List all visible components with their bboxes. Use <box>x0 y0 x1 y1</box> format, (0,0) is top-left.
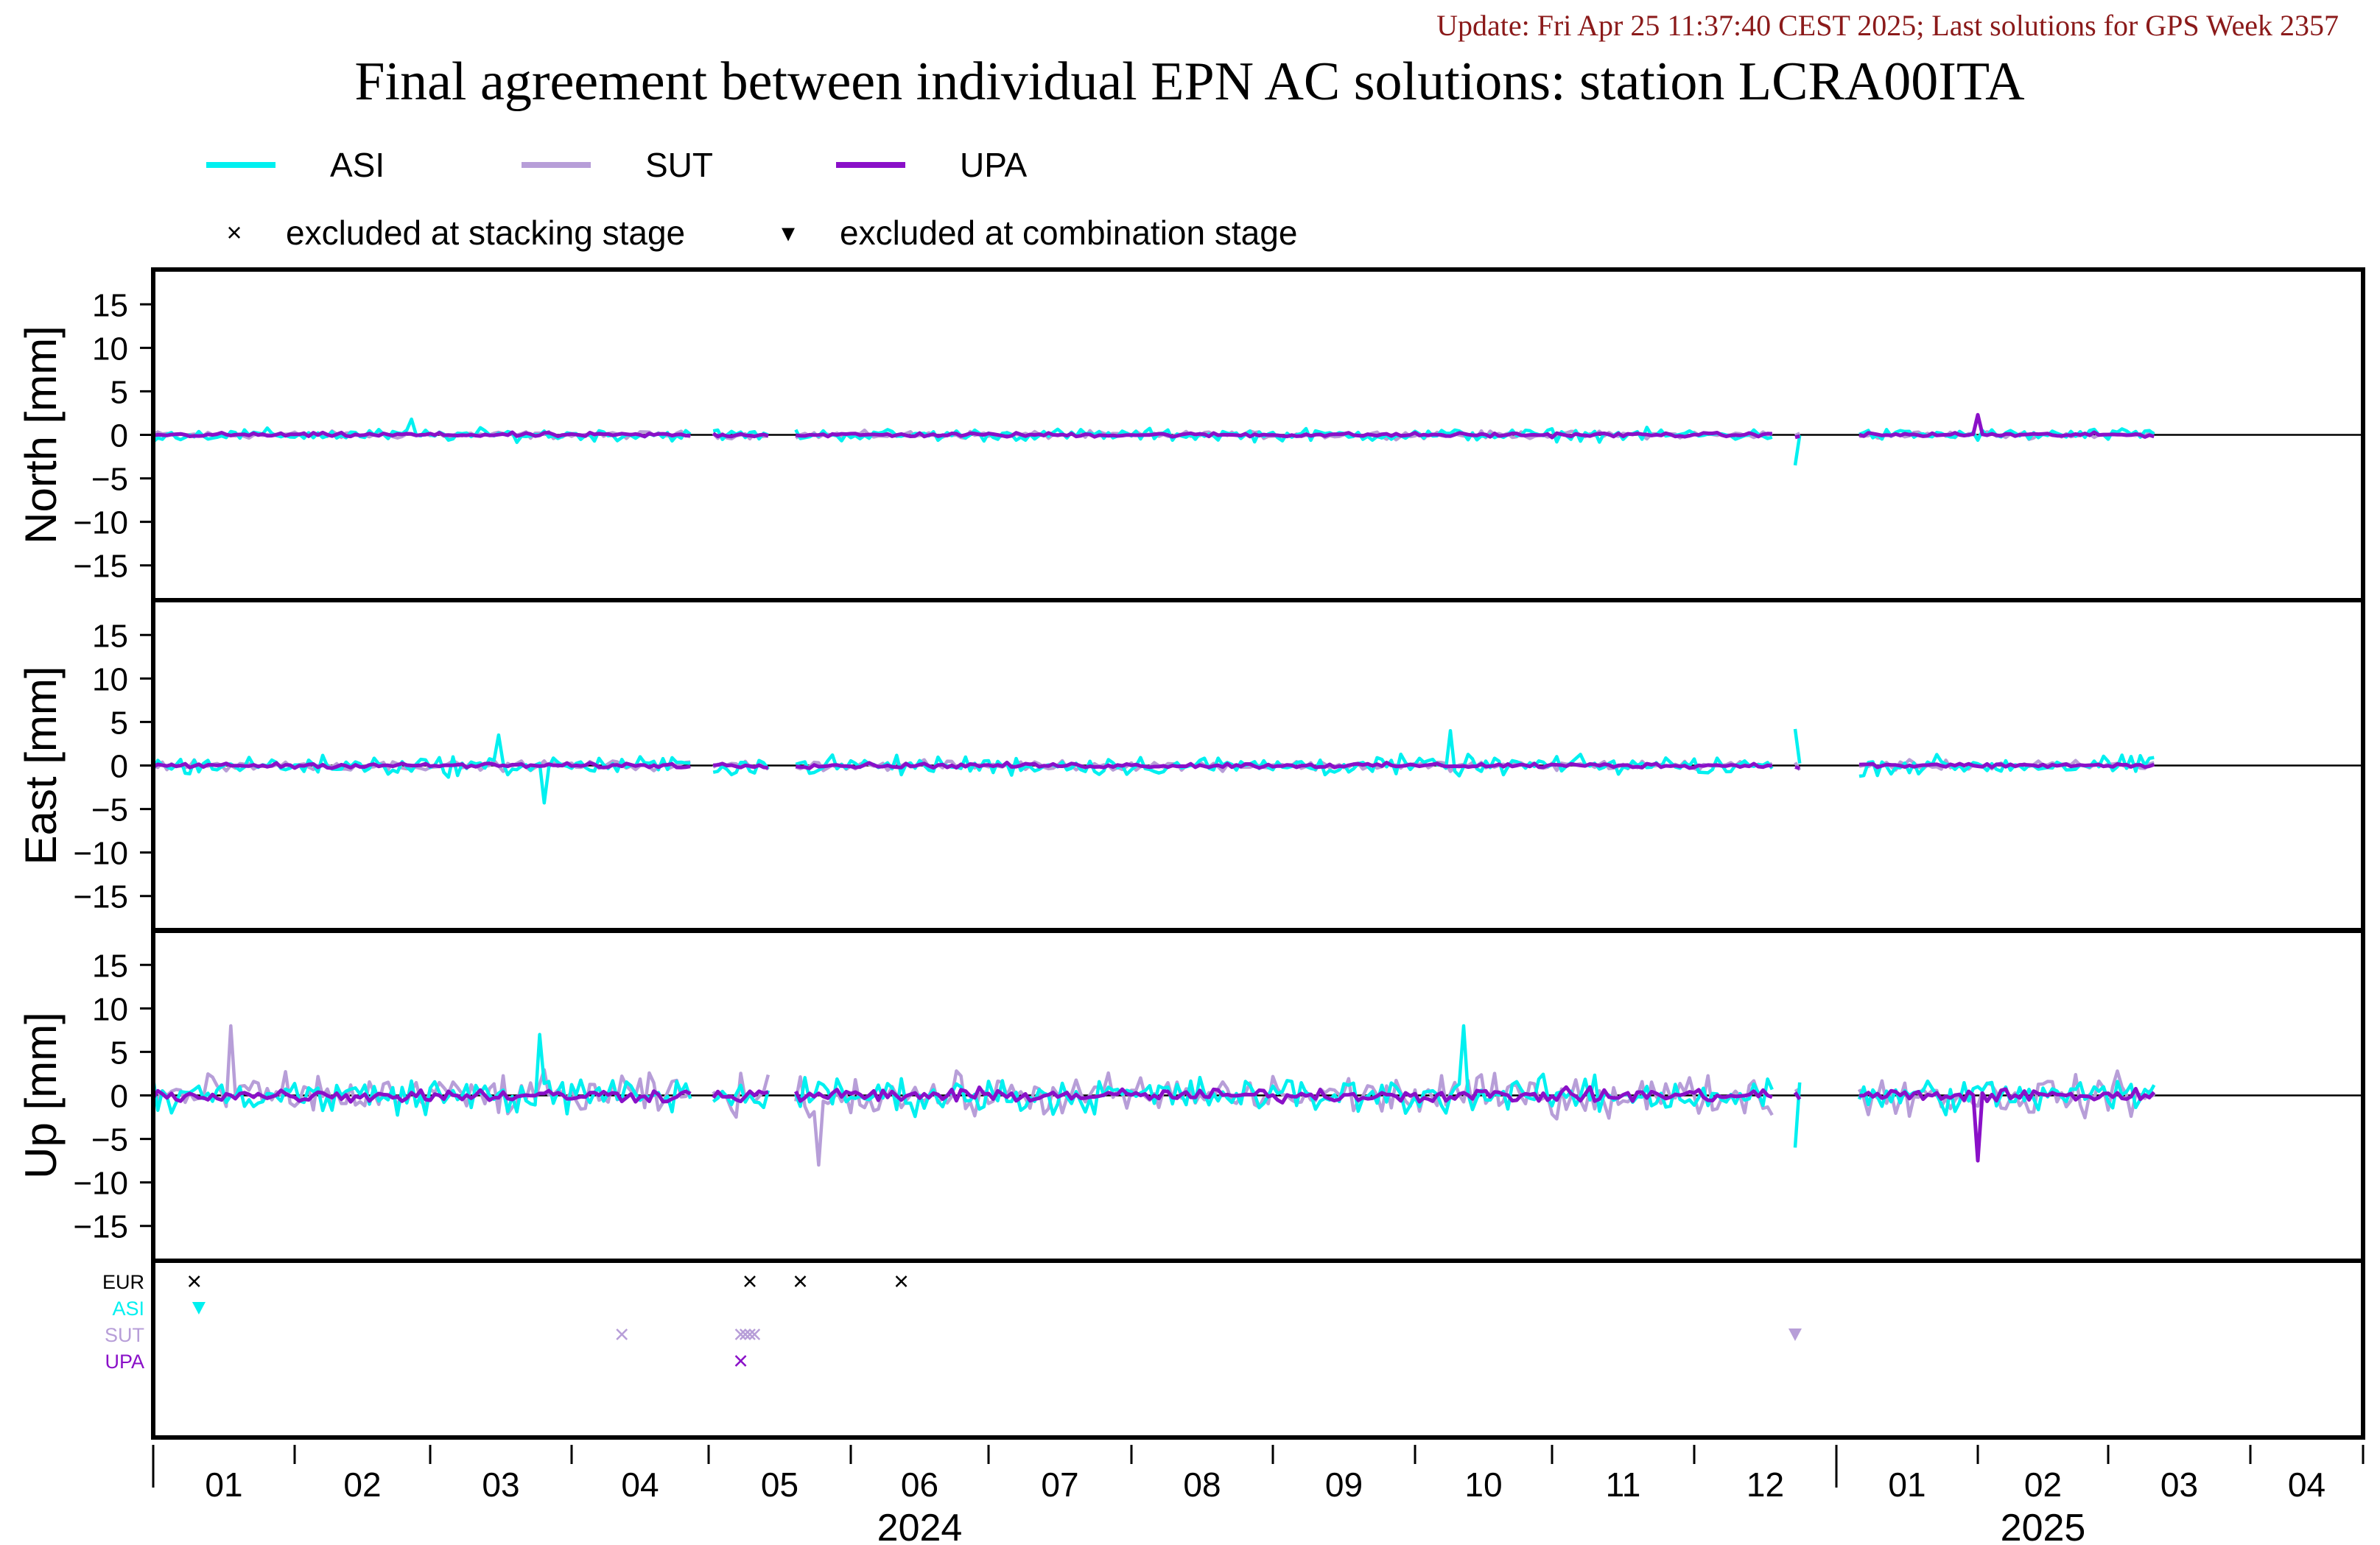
month-label: 07 <box>1041 1465 1078 1504</box>
stacking-marker-icon: × <box>226 217 242 247</box>
month-label: 12 <box>1747 1465 1784 1504</box>
combination-exclusion-mark <box>192 1302 206 1315</box>
stacking-exclusion-mark <box>794 1275 807 1287</box>
y-tick-label: 0 <box>110 749 128 785</box>
y-tick-label: −15 <box>73 1209 128 1245</box>
stacking-exclusion-mark <box>744 1275 756 1287</box>
y-axis-label: East [mm] <box>16 666 66 865</box>
y-tick-label: 15 <box>92 948 128 984</box>
month-label: 02 <box>2024 1465 2062 1504</box>
month-label: 01 <box>205 1465 242 1504</box>
y-tick-label: 5 <box>110 705 128 741</box>
legend-item-asi: ASI <box>206 146 385 184</box>
legend-label-sut: SUT <box>645 146 713 184</box>
exclusion-row-label-asi: ASI <box>112 1298 144 1320</box>
stacking-exclusion-mark <box>734 1355 747 1367</box>
y-tick-label: 10 <box>92 991 128 1027</box>
month-label: 02 <box>343 1465 381 1504</box>
month-label: 03 <box>482 1465 519 1504</box>
series-line-asi <box>151 1024 2156 1148</box>
legend: ASI SUT UPA × excluded at stacking stage ▾ exc… <box>206 146 1297 252</box>
month-label: 11 <box>1606 1465 1641 1504</box>
exclusion-row-label-sut: SUT <box>105 1324 144 1346</box>
year-label: 2024 <box>877 1507 963 1545</box>
y-tick-label: −15 <box>73 879 128 915</box>
year-label: 2025 <box>2001 1507 2086 1545</box>
y-tick-label: −10 <box>73 505 128 541</box>
stacking-exclusion-mark <box>744 1328 756 1340</box>
y-tick-label: 5 <box>110 374 128 410</box>
legend-marker-label: excluded at stacking stage <box>286 214 685 252</box>
y-axis-label: Up [mm] <box>16 1012 66 1179</box>
y-tick-label: 0 <box>110 418 128 454</box>
stacking-exclusion-mark <box>616 1328 628 1340</box>
series-line-asi <box>152 417 2155 466</box>
y-tick-label: −5 <box>91 462 128 498</box>
exclusion-panel: EUR ASI SUT UPA <box>102 1259 2365 1440</box>
y-tick-label: −10 <box>73 836 128 872</box>
month-label: 08 <box>1183 1465 1221 1504</box>
stacking-exclusion-mark <box>739 1328 751 1340</box>
y-tick-label: −5 <box>91 792 128 828</box>
exclusion-row-label-eur: EUR <box>102 1271 144 1293</box>
month-label: 06 <box>901 1465 938 1504</box>
y-tick-label: 0 <box>110 1079 128 1115</box>
legend-item-upa: UPA <box>836 146 1027 184</box>
stacking-exclusion-mark <box>895 1275 908 1287</box>
legend-marker-combination: ▾ excluded at combination stage <box>782 214 1297 252</box>
stacking-exclusion-mark <box>188 1275 200 1287</box>
y-axis-label: North [mm] <box>16 325 66 544</box>
time-axis: 01 02 03 04 05 06 07 08 09 10 11 12 01 02 03 04 2024 2025 <box>152 1445 2365 1545</box>
month-label: 04 <box>2288 1465 2325 1504</box>
series-line-upa <box>152 412 2155 440</box>
month-label: 10 <box>1464 1465 1502 1504</box>
combination-marker-icon: ▾ <box>782 217 795 247</box>
month-label: 01 <box>1888 1465 1926 1504</box>
chart-title: Final agreement between individual EPN A… <box>354 52 2024 112</box>
stacking-exclusion-mark <box>734 1328 747 1340</box>
stacking-exclusion-mark <box>748 1328 761 1340</box>
legend-marker-label: excluded at combination stage <box>840 214 1297 252</box>
legend-label-asi: ASI <box>330 146 385 184</box>
series-line-upa <box>152 761 2155 770</box>
legend-marker-stacking: × excluded at stacking stage <box>226 214 685 252</box>
y-tick-label: 10 <box>92 331 128 367</box>
y-tick-label: −15 <box>73 549 128 585</box>
combination-exclusion-mark <box>1788 1328 1802 1341</box>
exclusion-frame <box>151 1259 2365 1440</box>
y-tick-label: 15 <box>92 618 128 654</box>
month-label: 09 <box>1325 1465 1363 1504</box>
month-label: 05 <box>761 1465 798 1504</box>
y-tick-label: −10 <box>73 1166 128 1202</box>
y-tick-label: 5 <box>110 1035 128 1071</box>
y-tick-label: −5 <box>91 1122 128 1158</box>
y-tick-label: 10 <box>92 661 128 697</box>
legend-item-sut: SUT <box>522 146 713 184</box>
y-tick-label: 15 <box>92 287 128 323</box>
update-timestamp: Update: Fri Apr 25 11:37:40 CEST 2025; L… <box>1436 9 2339 42</box>
series-line-upa <box>151 1085 2156 1163</box>
legend-label-upa: UPA <box>960 146 1027 184</box>
month-label: 03 <box>2160 1465 2198 1504</box>
month-label: 04 <box>621 1465 659 1504</box>
exclusion-row-label-upa: UPA <box>105 1351 144 1373</box>
